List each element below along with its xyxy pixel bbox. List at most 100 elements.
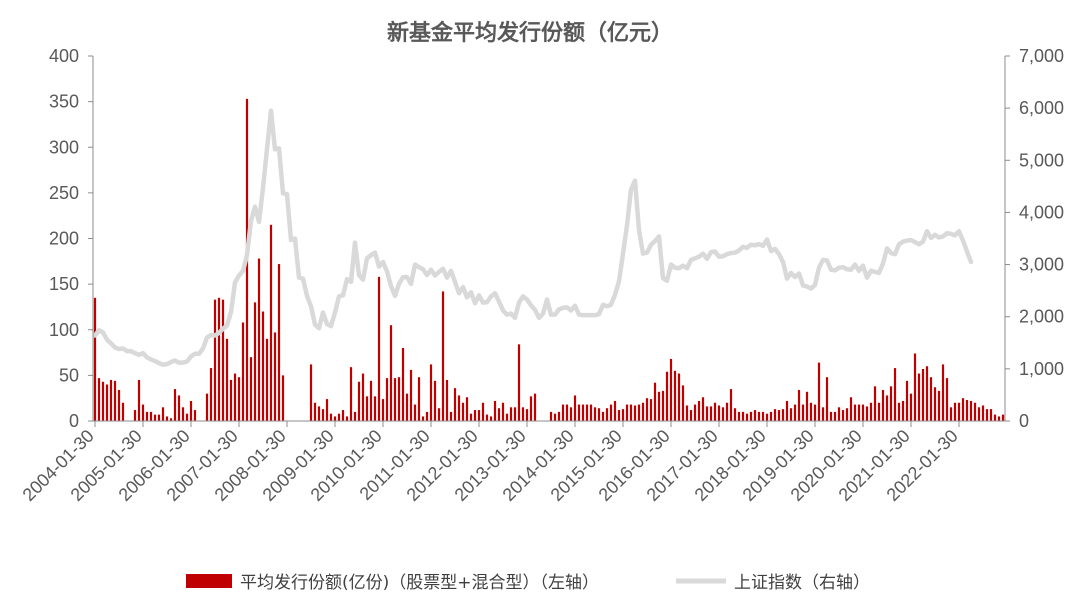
bar [853,404,857,421]
bar [873,386,877,421]
axes [92,56,1006,422]
right-tick-label: 3,000 [1019,255,1064,275]
bar [577,404,581,421]
bar [729,389,733,421]
bar [361,373,365,421]
bar [721,407,725,421]
bar [625,404,629,421]
bar [937,390,941,421]
bar [213,299,217,421]
bar [705,406,709,421]
bar [353,411,357,422]
bar [481,402,485,421]
bar [825,377,829,421]
bar [821,407,825,421]
left-tick-label: 200 [49,229,79,249]
bar [881,389,885,421]
left-tick-label: 250 [49,183,79,203]
bar [149,411,153,422]
right-tick-label: 6,000 [1019,98,1064,118]
bar [805,391,809,421]
bar [405,393,409,422]
bar [113,380,117,421]
bar [997,416,1001,421]
bar [221,299,225,421]
bar [909,393,913,422]
bar [181,407,185,421]
bar [685,405,689,421]
bar [785,400,789,421]
bar [117,389,121,421]
bar [585,404,589,421]
left-tick-label: 150 [49,274,79,294]
bar [673,370,677,421]
bar [229,379,233,421]
bar [665,371,669,421]
bar [553,413,557,421]
bar [133,410,137,421]
bar [901,400,905,421]
bar [741,411,745,422]
left-tick-label: 400 [49,46,79,66]
bar [217,297,221,421]
bar [589,404,593,421]
bar [773,409,777,421]
bar [645,398,649,421]
bar [277,264,281,421]
bar [209,368,213,421]
bar [521,407,525,421]
bar [877,402,881,421]
bar [617,410,621,421]
bar [977,407,981,421]
bar [841,410,845,421]
bar [597,408,601,421]
bar [165,416,169,421]
left-tick-label: 50 [59,365,79,385]
bar [981,405,985,421]
bar [861,404,865,421]
bar [885,395,889,421]
bar [253,302,257,422]
bar [205,393,209,422]
bar [661,390,665,421]
bar [333,416,337,421]
legend-label-bar: 平均发行份额(亿份)（股票型+混合型）（左轴） [240,573,599,593]
bar [93,297,97,421]
bar [905,380,909,421]
bar [517,344,521,421]
bar [485,414,489,421]
left-tick-label: 350 [49,92,79,112]
bar [801,404,805,421]
left-tick-label: 0 [69,411,79,431]
bar [633,405,637,421]
bar [781,409,785,421]
bar [953,402,957,421]
bar [145,411,149,422]
bar [865,406,869,421]
right-tick-label: 1,000 [1019,359,1064,379]
bar [225,338,229,422]
bar [769,411,773,422]
bar [641,402,645,421]
bar [945,378,949,421]
bar [689,410,693,421]
bar [837,407,841,421]
bar [137,379,141,421]
bar [993,414,997,421]
bar [649,399,653,421]
bar [433,380,437,421]
bar [549,411,553,422]
bar [465,397,469,421]
bar [857,404,861,421]
bar [697,400,701,421]
bar [681,385,685,421]
bar [377,276,381,421]
bar [497,408,501,421]
bar [669,358,673,421]
bar [325,399,329,421]
bar [525,409,529,421]
bar [725,402,729,421]
bar [701,397,705,421]
right-tick-label: 0 [1019,411,1029,431]
